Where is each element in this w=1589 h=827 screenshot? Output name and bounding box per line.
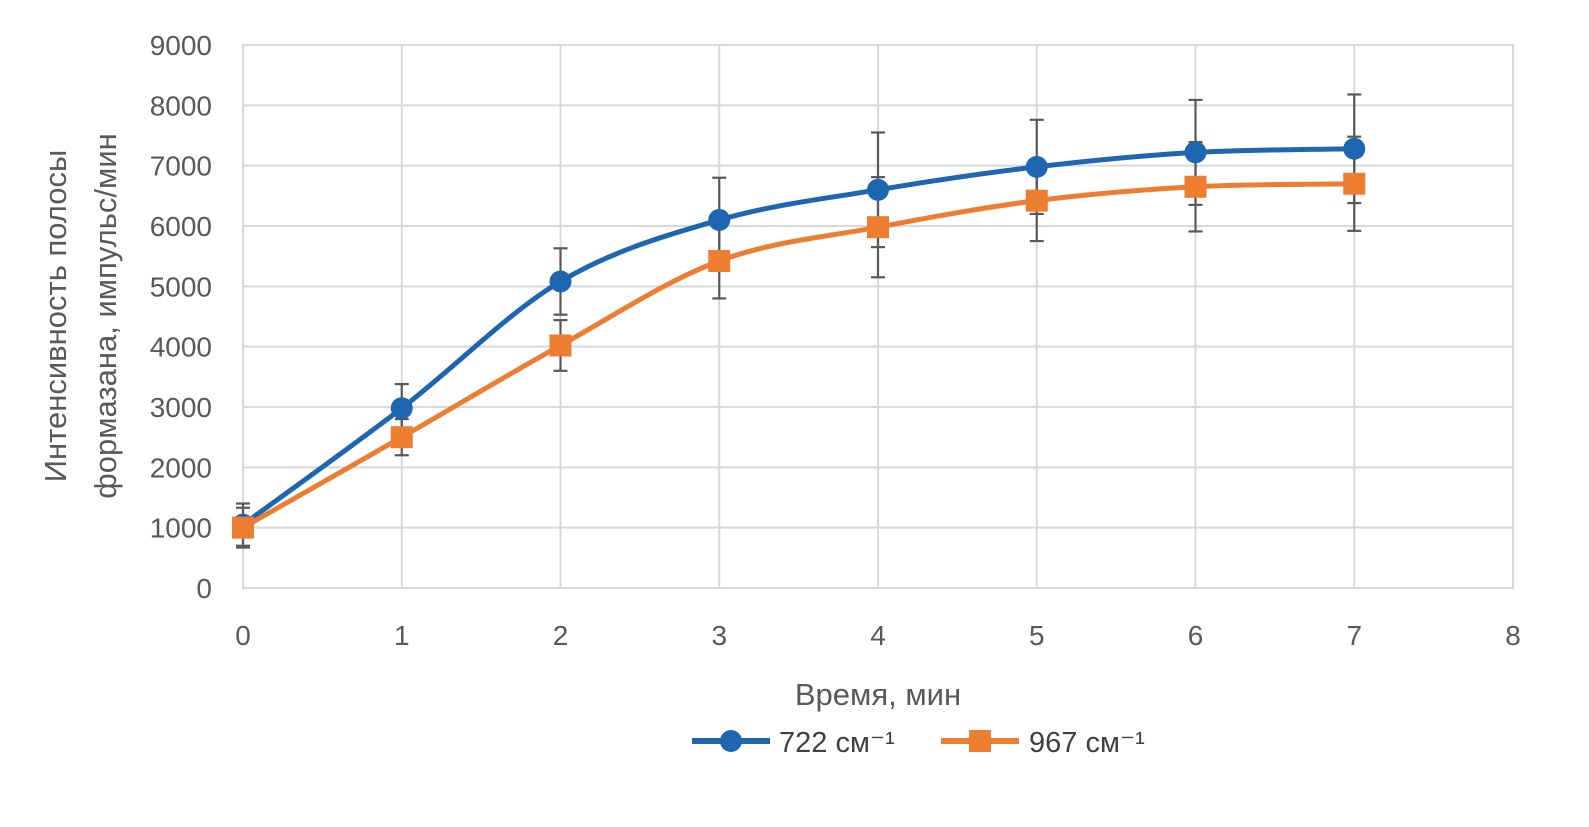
y-tick-label: 8000 [150,90,212,121]
legend-item-967: 967 см⁻¹ [941,727,1145,759]
plot-area [242,44,1514,589]
x-tick-label: 1 [394,620,410,651]
data-point-722 [708,208,731,231]
x-tick-label: 7 [1346,620,1362,651]
data-point-722 [867,178,889,201]
data-point-967 [867,216,889,239]
x-tick-label: 3 [711,620,727,651]
legend-label-722: 722 см⁻¹ [779,727,895,759]
legend: 722 см⁻¹ 967 см⁻¹ [692,727,1145,759]
data-point-967 [390,426,413,449]
y-axis-title-line-2: формазана, импульс/мин [88,133,123,499]
data-point-722 [1343,137,1366,160]
data-point-967 [232,516,254,539]
series-line-967 [241,181,1355,530]
y-tick-label: 6000 [150,211,212,242]
x-tick-label: 8 [1505,620,1521,651]
data-point-967 [708,249,731,272]
x-tick-label: 2 [553,620,569,651]
y-axis-title-line-1: Интенсивность полосы [38,150,73,483]
y-tick-label: 0 [196,573,212,604]
y-tick-label: 3000 [150,392,212,423]
y-tick-label: 1000 [150,513,212,544]
data-point-722 [390,397,413,420]
data-point-967 [1025,189,1048,212]
data-point-722 [1025,155,1048,178]
legend-marker-967 [969,730,991,752]
y-tick-label: 5000 [150,271,212,302]
y-tick-label: 7000 [150,151,212,182]
x-tick-label: 0 [235,620,251,651]
legend-marker-722 [720,730,742,752]
series [232,137,1366,539]
x-tick-label: 4 [870,620,886,651]
grid [242,44,1514,589]
y-tick-label: 9000 [150,30,212,61]
data-point-967 [1184,175,1207,198]
y-tick-label: 2000 [150,452,212,483]
data-point-722 [549,270,572,293]
x-tick-label: 5 [1029,620,1045,651]
tick-labels: 0 1000 2000 3000 4000 5000 6000 7000 8000 9000 0 1 2… [150,30,1521,651]
x-tick-label: 6 [1188,620,1204,651]
legend-label-967: 967 см⁻¹ [1029,727,1145,759]
data-point-967 [549,334,572,357]
legend-item-722: 722 см⁻¹ [692,727,895,759]
x-axis-title: Время, мин [795,677,961,712]
data-point-967 [1343,172,1366,195]
data-point-722 [1184,141,1207,164]
y-tick-label: 4000 [150,332,212,363]
